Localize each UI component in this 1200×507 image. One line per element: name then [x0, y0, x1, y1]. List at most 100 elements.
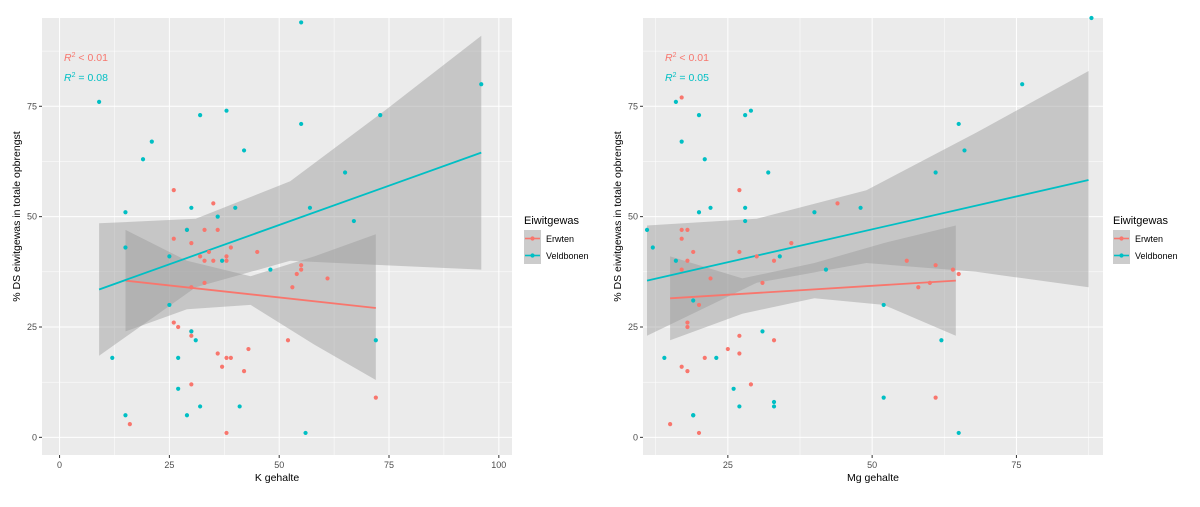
data-point-veldbonen: [193, 338, 198, 343]
data-point-veldbonen: [691, 413, 696, 418]
data-point-erwten: [685, 369, 690, 374]
data-point-veldbonen: [378, 113, 383, 118]
regression-line-veldbonen: [646, 179, 1089, 282]
data-point-erwten: [171, 236, 176, 241]
data-point-erwten: [228, 355, 233, 360]
regression-line-veldbonen: [98, 151, 482, 291]
data-point-veldbonen: [702, 157, 707, 162]
data-point-erwten: [835, 201, 840, 206]
data-point-erwten: [299, 267, 304, 272]
data-point-veldbonen: [176, 355, 181, 360]
data-point-veldbonen: [696, 210, 702, 215]
data-point-veldbonen: [184, 413, 190, 418]
data-point-veldbonen: [268, 267, 273, 272]
data-point-veldbonen: [123, 413, 128, 418]
r-squared-label-veldbonen: R2 = 0.05: [665, 72, 709, 84]
x-tick-label: 0: [57, 460, 62, 470]
data-point-erwten: [189, 285, 194, 290]
data-point-erwten: [679, 227, 684, 232]
data-point-veldbonen: [233, 205, 238, 210]
data-point-erwten: [950, 267, 956, 272]
data-point-veldbonen: [123, 210, 128, 215]
data-point-veldbonen: [696, 113, 702, 118]
data-point-erwten: [198, 254, 203, 259]
data-point-erwten: [789, 241, 794, 246]
data-point-veldbonen: [97, 99, 102, 104]
data-point-erwten: [285, 338, 291, 343]
data-point-veldbonen: [956, 121, 961, 127]
data-point-erwten: [325, 276, 330, 281]
data-point-veldbonen: [189, 329, 194, 334]
data-point-erwten: [737, 188, 742, 193]
regression-line-erwten: [125, 279, 376, 309]
data-point-veldbonen: [110, 355, 115, 360]
x-tick-label: 75: [1011, 460, 1021, 470]
data-point-veldbonen: [1020, 82, 1025, 87]
data-point-erwten: [290, 285, 295, 290]
x-tick-label: 25: [164, 460, 174, 470]
data-point-erwten: [127, 422, 132, 427]
data-point-erwten: [927, 280, 932, 285]
legend-label-erwten: Erwten: [1135, 234, 1163, 244]
data-point-veldbonen: [708, 205, 713, 210]
data-point-erwten: [737, 249, 742, 255]
data-point-erwten: [771, 258, 777, 263]
data-point-veldbonen: [691, 298, 696, 303]
data-point-veldbonen: [777, 254, 782, 259]
data-point-erwten: [679, 95, 684, 100]
data-point-erwten: [748, 382, 754, 387]
data-point-veldbonen: [189, 205, 194, 210]
data-point-erwten: [202, 280, 207, 285]
data-point-veldbonen: [167, 254, 172, 259]
data-point-erwten: [708, 276, 713, 281]
y-tick-label: 75: [628, 101, 638, 111]
data-point-erwten: [685, 227, 690, 232]
data-point-veldbonen: [823, 267, 829, 272]
data-point-erwten: [685, 324, 690, 330]
data-point-veldbonen: [224, 108, 229, 113]
data-point-veldbonen: [351, 218, 356, 224]
y-tick-label: 25: [27, 322, 37, 332]
data-point-erwten: [228, 245, 233, 250]
data-point-erwten: [219, 364, 225, 369]
data-point-veldbonen: [198, 404, 203, 409]
data-point-erwten: [224, 254, 229, 259]
data-point-veldbonen: [714, 355, 719, 360]
confidence-band-erwten: [670, 225, 956, 341]
r-squared-label-erwten: R2 < 0.01: [665, 52, 709, 64]
data-point-erwten: [956, 271, 961, 277]
confidence-band-erwten: [125, 229, 376, 380]
data-point-erwten: [904, 258, 909, 263]
x-tick-label: 75: [384, 460, 394, 470]
data-point-veldbonen: [662, 355, 667, 360]
data-point-veldbonen: [184, 227, 190, 232]
data-point-veldbonen: [149, 139, 154, 144]
data-point-erwten: [737, 351, 742, 356]
data-point-veldbonen: [176, 386, 181, 391]
y-tick-label: 0: [633, 432, 638, 442]
data-point-erwten: [211, 258, 216, 263]
data-point-veldbonen: [299, 121, 304, 127]
data-point-erwten: [696, 302, 702, 308]
x-tick-label: 50: [274, 460, 284, 470]
data-point-veldbonen: [373, 338, 378, 343]
legend-label-erwten: Erwten: [546, 234, 574, 244]
data-point-erwten: [215, 351, 220, 356]
legend-label-veldbonen: Veldbonen: [546, 251, 589, 261]
data-point-erwten: [754, 254, 759, 259]
data-point-erwten: [215, 227, 220, 232]
data-point-veldbonen: [743, 113, 748, 118]
data-point-erwten: [299, 263, 304, 268]
data-point-veldbonen: [241, 148, 247, 153]
data-point-veldbonen: [760, 329, 765, 334]
data-point-veldbonen: [743, 218, 748, 224]
data-point-erwten: [679, 236, 684, 241]
data-point-erwten: [241, 369, 247, 374]
data-point-veldbonen: [303, 430, 308, 436]
data-point-veldbonen: [650, 245, 655, 250]
data-point-erwten: [202, 258, 207, 263]
data-point-erwten: [760, 280, 765, 285]
x-tick-label: 50: [867, 460, 877, 470]
data-point-erwten: [668, 422, 673, 427]
